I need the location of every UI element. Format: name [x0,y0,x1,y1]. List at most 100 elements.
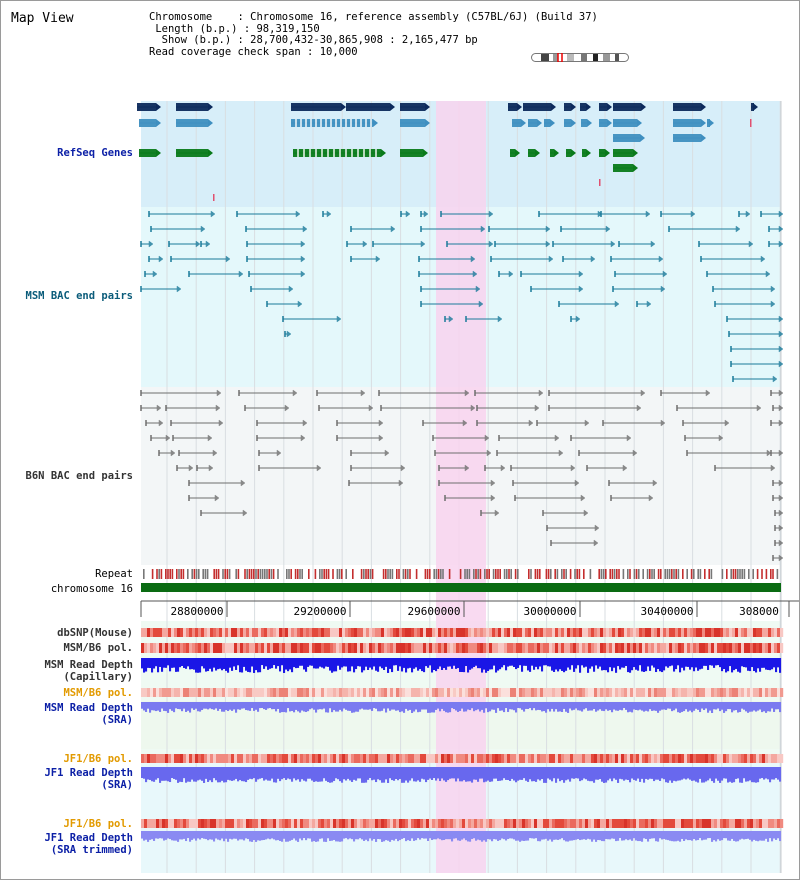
b6n-bac-track[interactable] [140,389,784,562]
dbsnp-heat-cell [291,628,295,637]
b6n-pair-2-8-end-right [724,419,730,427]
jf1-depth-trimmed-bar [659,831,662,839]
msm-depth-capillary-bar [229,658,232,668]
msm-depth-sra-bar [513,702,516,711]
msm-depth-sra-bar [453,702,456,710]
msm-depth-capillary-bar [339,658,342,670]
dbsnp-heat-cell [633,628,637,637]
jf1-depth-sra-bar [625,767,628,780]
jf1-pol2-heat-cell [423,819,427,828]
jf1-pol-heat-cell [201,754,205,763]
gene-row2-6-exon [544,119,550,127]
msm-depth-sra-bar [413,702,416,712]
jf1-depth-trimmed-bar [525,831,528,841]
msm-depth-capillary-bar [275,658,278,669]
jf1-depth-sra-label: JF1 Read Depth (SRA) [44,767,133,791]
highlight-region[interactable] [436,101,486,873]
msm-depth-capillary-bar [323,658,326,669]
jf1-pol2-heat-cell [714,819,718,828]
msm-pol-heat-cell [336,643,340,653]
msm-depth-sra-bar [473,702,476,712]
jf1-depth-sra-bar [703,767,706,783]
dbsnp-heat-cell [705,628,709,637]
repeat-element [697,569,699,579]
gene-row4-5-strand-arrow [535,149,540,157]
dbsnp-heat-cell [648,628,652,637]
msm-pol-heat-cell [756,643,760,653]
jf1-depth-trimmed-bar [343,831,346,839]
jf1-pol-heat-cell [240,754,244,763]
msm-depth-sra-bar [157,702,160,711]
msm-depth-capillary-bar [719,658,722,668]
msm-pol-heat-cell [732,643,736,653]
refseq-genes-track[interactable] [137,103,758,201]
dbsnp-heat-cell [756,628,760,637]
dbsnp-heat-cell [714,628,718,637]
jf1-depth-sra-bar [343,767,346,780]
jf1-depth-sra-bar [607,767,610,781]
jf1-depth-sra-bar [621,767,624,780]
jf1-depth-sra-bar [325,767,328,781]
gene-row1-8-strand-arrow [586,103,591,111]
jf1-pol-heat-cell [639,754,643,763]
jf1-pol2-heat-cell [315,819,319,828]
msm-pol-heat-cell [720,643,724,653]
msm-depth-sra-bar [445,702,448,713]
repeat-element [649,569,651,579]
b6n-pair-5-7-end-right [622,464,628,472]
msm-depth-sra-bar [767,702,770,712]
msm-depth-sra-bar [601,702,604,711]
jf1-depth-trimmed-bar [221,831,224,839]
dbsnp-heat-cell [459,628,463,637]
dbsnp-heat-cell [489,628,493,637]
msm-bac-label[interactable]: MSM BAC end pairs [25,290,133,302]
msm-pol-heat-cell [303,643,307,653]
msm-depth-capillary-bar [607,658,610,673]
msm-bac-track[interactable] [140,210,784,383]
msm-depth-capillary-bar [713,658,716,668]
dbsnp-heat-cell [741,628,745,637]
msm-depth-sra-bar [159,702,162,712]
jf1-pol2-heat-cell [477,819,481,828]
msm-pol-heat-cell [384,643,388,653]
refseq-genes-label[interactable]: RefSeq Genes [57,147,133,159]
b6n-bac-label[interactable]: B6N BAC end pairs [25,470,133,482]
repeat-element [772,569,774,579]
jf1-pol-heat-cell [225,754,229,763]
b6n-pair-4-0-end-right [170,449,176,457]
axis-tick-label: 308000 [739,605,779,618]
msm-depth-capillary-bar [269,658,272,669]
msm-depth-sra-bar [659,702,662,711]
msm-pol2-heat-cell [396,688,400,697]
msm-pol-heat-cell [471,643,475,653]
jf1-depth-sra-bar [333,767,336,781]
msm-pol-heat-cell [378,643,382,653]
chromosome-ideogram[interactable] [531,53,629,62]
msm-pol2-heat-cell [447,688,451,697]
repeat-element [653,569,655,579]
repeat-element [264,569,266,579]
jf1-depth-sra-bar [579,767,582,782]
msm-pol2-heat-cell [162,688,166,697]
jf1-pol-heat-cell [192,754,196,763]
jf1-depth-sra-bar [667,767,670,783]
jf1-pol2-heat-cell [162,819,166,828]
msm-pol2-heat-cell [576,688,580,697]
msm-depth-capillary-bar [433,658,436,671]
msm-depth-sra-bar [549,702,552,712]
msm-depth-sra-bar [209,702,212,709]
msm-pol-heat-cell [396,643,400,653]
msm-pol-heat-cell [576,643,580,653]
repeat-element [477,569,479,579]
jf1-depth-sra-bar [363,767,366,783]
msm-depth-capillary-bar [739,658,742,673]
dbsnp-heat-cell [558,628,562,637]
jf1-depth-sra-bar [305,767,308,782]
jf1-depth-trimmed-bar [335,831,338,842]
jf1-depth-sra-bar [209,767,212,781]
b6n-pair-1-4-end-right [470,404,476,412]
jf1-pol-heat-cell [267,754,271,763]
msm-depth-sra-bar [649,702,652,710]
dbsnp-heat-cell [435,628,439,637]
jf1-depth-sra-bar [707,767,710,781]
